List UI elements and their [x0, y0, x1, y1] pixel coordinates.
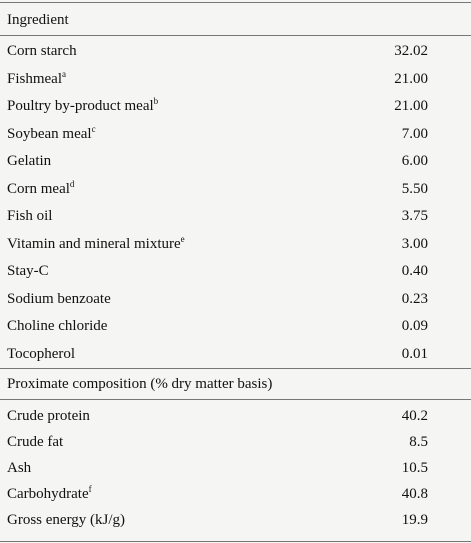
- row-value: 19.9: [401, 512, 428, 528]
- row-value: 0.01: [401, 345, 428, 362]
- row-label: Fishmeala: [7, 68, 66, 88]
- row-name: Vitamin and mineral mixture: [7, 235, 181, 252]
- row-value: 40.2: [401, 408, 428, 424]
- row-label: Fish oil: [7, 207, 52, 225]
- row-label: Corn meald: [7, 178, 75, 198]
- row-name: Crude fat: [7, 434, 64, 450]
- row-value: 0.09: [401, 318, 428, 334]
- footnote-marker: b: [153, 96, 159, 106]
- footnote-marker: f: [88, 484, 92, 494]
- row-label: Choline chloride: [7, 317, 107, 335]
- row-name: Gelatin: [7, 153, 52, 169]
- footnote-marker: e: [180, 233, 185, 244]
- footnote-marker: d: [69, 178, 75, 189]
- row-name: Gross energy (kJ/g): [7, 512, 126, 528]
- row-name: Ash: [7, 460, 32, 476]
- section-header-rule: [0, 399, 471, 400]
- row-name: Carbohydrate: [7, 486, 89, 502]
- row-label: Poultry by-product mealb: [7, 97, 158, 115]
- bottom-rule: [0, 541, 471, 542]
- row-name: Corn meal: [7, 180, 70, 197]
- row-value: 3.75: [401, 208, 428, 224]
- row-name: Tocopherol: [7, 345, 76, 362]
- top-rule: [0, 2, 471, 3]
- row-name: Stay-C: [7, 263, 49, 279]
- section-rule: [0, 368, 471, 369]
- row-value: 7.00: [401, 125, 428, 142]
- row-name: Sodium benzoate: [7, 290, 111, 307]
- row-value: 0.23: [401, 290, 428, 307]
- row-value: 10.5: [401, 460, 428, 476]
- row-value: 40.8: [401, 486, 428, 502]
- row-value: 3.00: [401, 235, 428, 252]
- row-label: Soybean mealc: [7, 123, 96, 143]
- row-label: Corn starch: [7, 42, 77, 60]
- row-label: Sodium benzoate: [7, 290, 111, 308]
- row-value: 8.5: [409, 434, 428, 450]
- row-label: Stay-C: [7, 262, 49, 280]
- section-title: Proximate composition (% dry matter basi…: [7, 376, 273, 392]
- row-name: Choline chloride: [7, 318, 108, 334]
- row-value: 21.00: [394, 70, 428, 87]
- row-value: 5.50: [401, 180, 428, 197]
- row-label: Gelatin: [7, 152, 51, 170]
- row-name: Crude protein: [7, 408, 90, 424]
- row-label: Gross energy (kJ/g): [7, 511, 125, 529]
- footnote-marker: a: [62, 68, 66, 79]
- row-value: 6.00: [401, 153, 428, 169]
- footnote-marker: c: [91, 123, 96, 134]
- row-name: Fish oil: [7, 208, 53, 224]
- row-label: Ash: [7, 459, 31, 477]
- header-title: Ingredient: [7, 12, 69, 28]
- row-name: Soybean meal: [7, 125, 92, 142]
- row-value: 32.02: [394, 43, 428, 59]
- header-rule: [0, 35, 471, 36]
- row-label: Crude fat: [7, 433, 63, 451]
- row-name: Poultry by-product meal: [7, 98, 154, 114]
- row-value: 21.00: [394, 98, 428, 114]
- row-label: Carbohydratef: [7, 485, 92, 503]
- row-name: Corn starch: [7, 43, 77, 59]
- row-value: 0.40: [401, 263, 428, 279]
- row-name: Fishmeal: [7, 70, 62, 87]
- row-label: Crude protein: [7, 407, 90, 425]
- row-label: Vitamin and mineral mixturee: [7, 233, 185, 253]
- row-label: Tocopherol: [7, 345, 75, 363]
